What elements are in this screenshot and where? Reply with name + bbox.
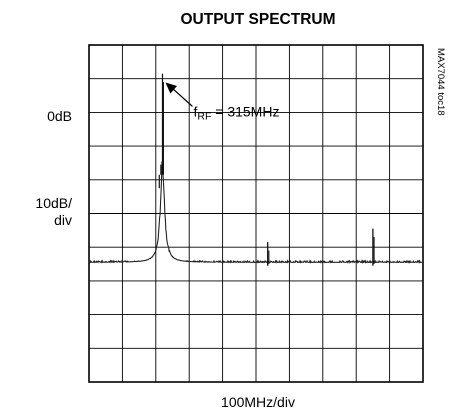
- annotation-leader-line: [172, 87, 193, 107]
- annotation-frequency-label: fRF = 315MHz: [193, 103, 279, 122]
- annotation-subscript: RF: [197, 110, 211, 122]
- y-top-label: 0dB: [47, 108, 72, 124]
- frequency-annotation: fRF = 315MHz: [165, 82, 279, 122]
- spectrum-trace-group: [88, 73, 424, 266]
- chart-grid: [88, 44, 424, 383]
- x-axis-label: 100MHz/div: [221, 394, 295, 410]
- annotation-prefix: f: [193, 103, 197, 119]
- chart-title: OUTPUT SPECTRUM: [181, 11, 336, 28]
- figure-id-label: MAX7044 toc18: [435, 48, 446, 116]
- annotation-arrowhead: [165, 82, 178, 94]
- annotation-suffix: = 315MHz: [211, 103, 279, 119]
- y-scale-label-line1: 10dB/: [35, 195, 72, 211]
- y-scale-label-line2: div: [54, 212, 72, 228]
- spectrum-trace: [88, 161, 424, 265]
- plot-frame: [88, 44, 424, 383]
